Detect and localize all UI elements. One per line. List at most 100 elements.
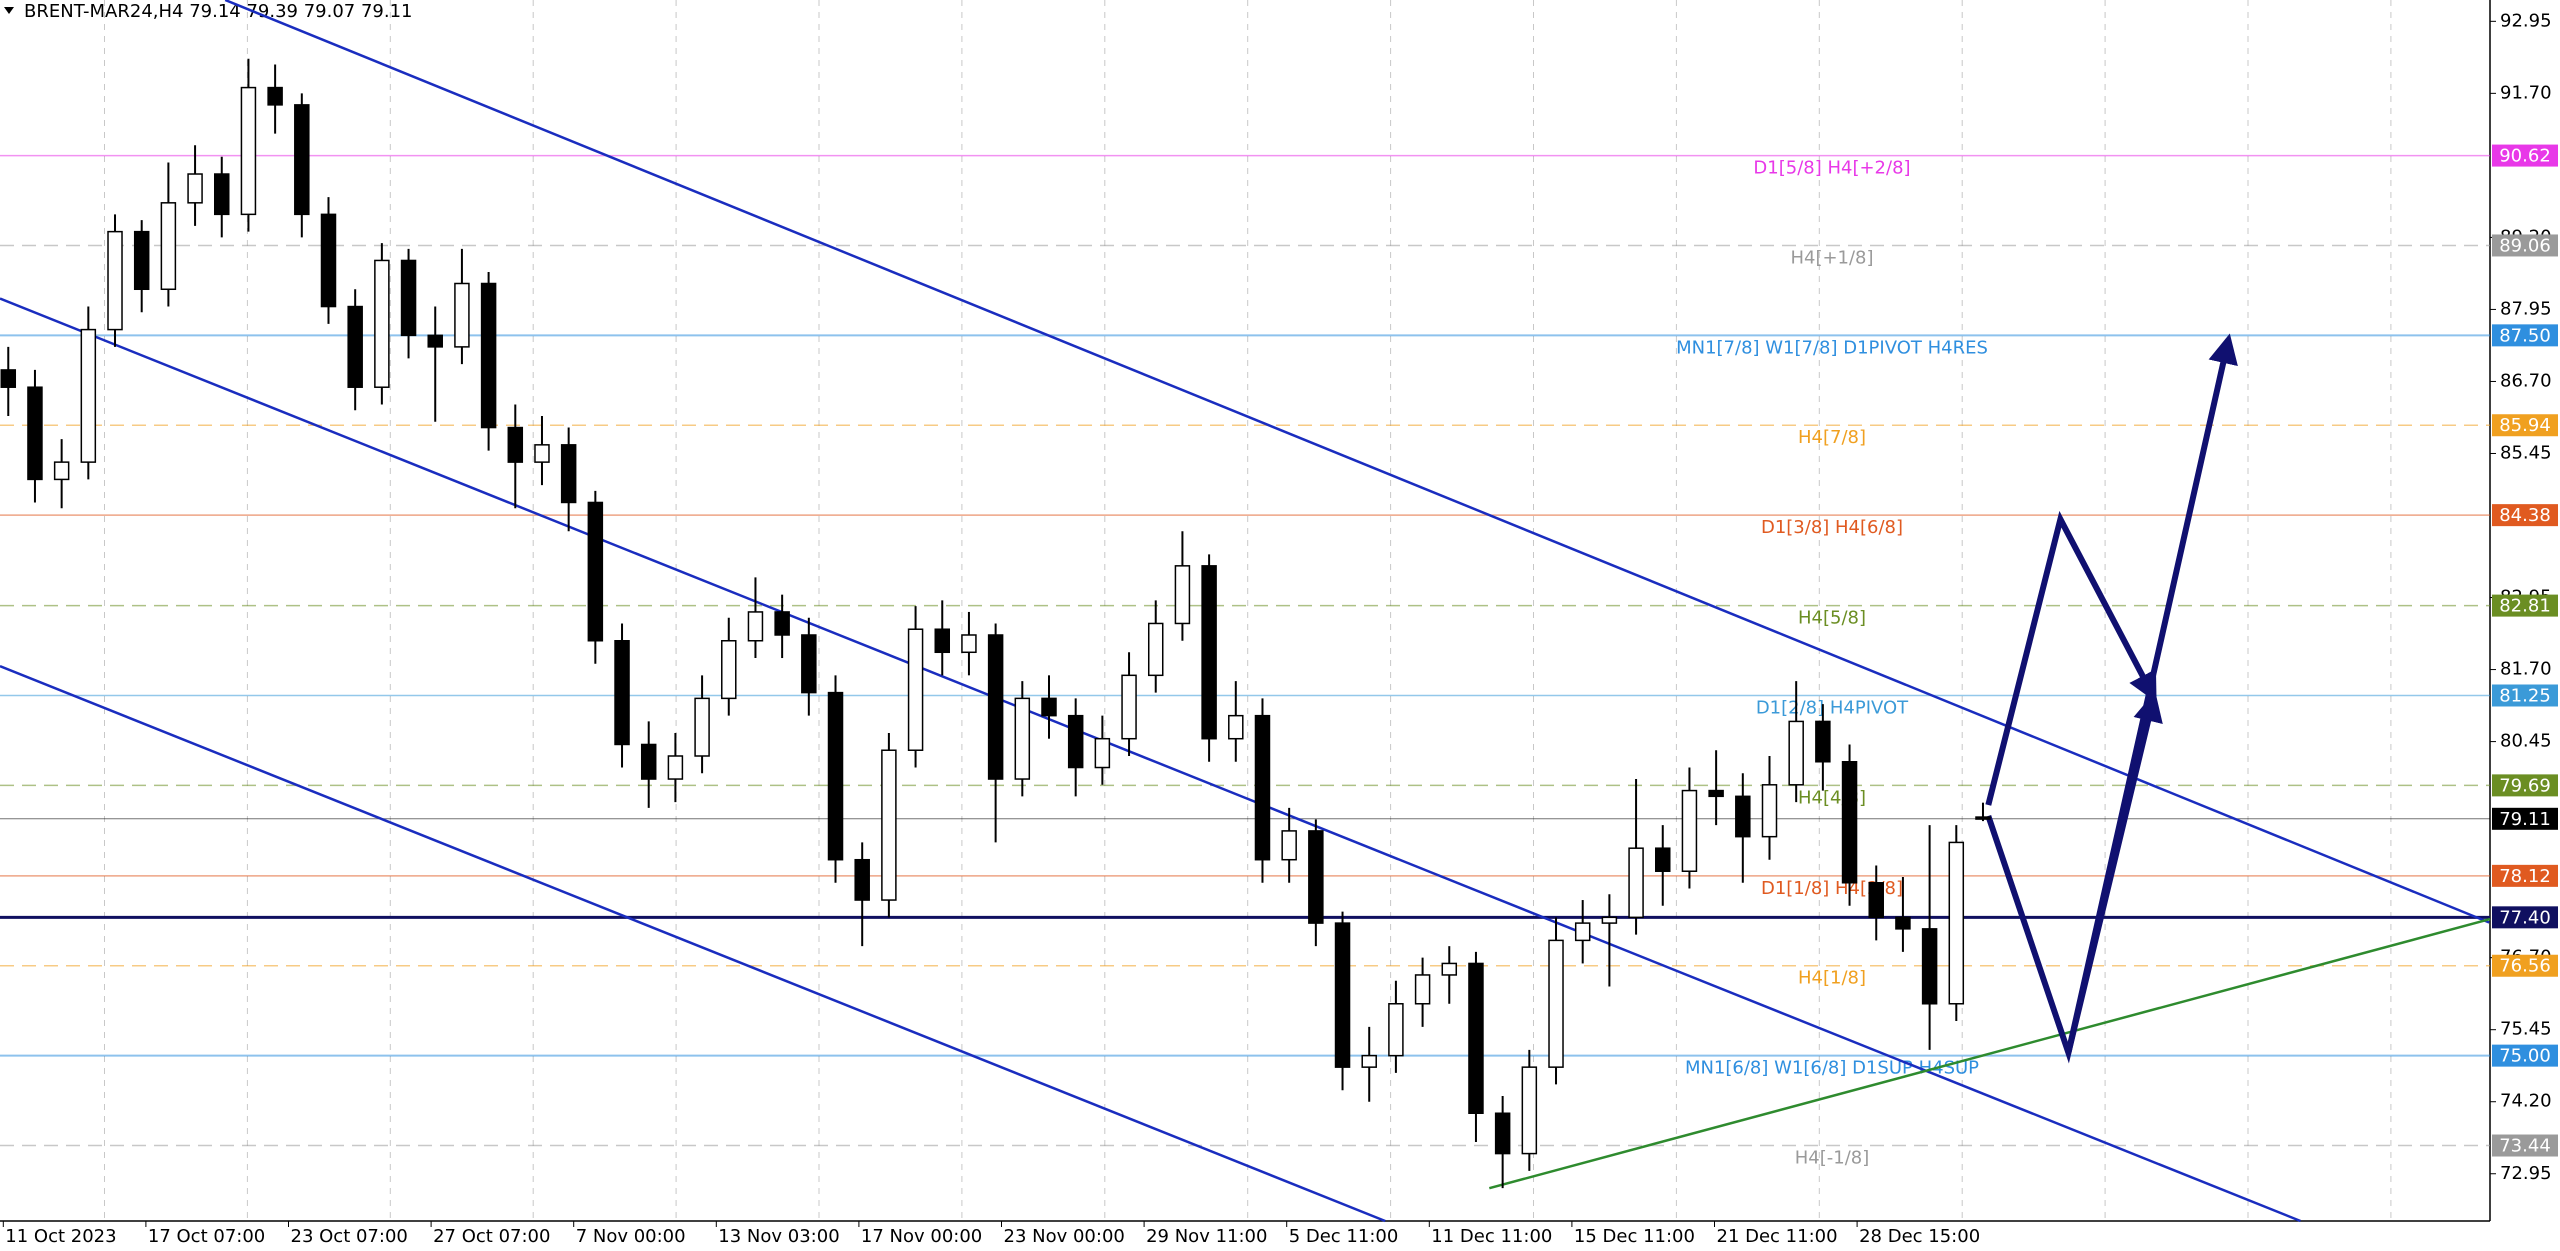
candle-body	[107, 230, 123, 331]
candle-body	[1174, 565, 1191, 625]
level-price-box	[2492, 414, 2558, 437]
candle-body	[1067, 714, 1084, 769]
y-tick-label: 85.45	[2500, 442, 2552, 463]
level-price-box	[2492, 324, 2558, 347]
candle-body	[1868, 882, 1884, 919]
candle-body	[854, 858, 870, 901]
level-name: MN1[7/8] W1[7/8] D1PIVOT H4RES	[1676, 337, 1988, 358]
level-price-label: 84.38	[2499, 505, 2551, 526]
chart-title: BRENT-MAR24,H4 79.14 79.39 79.07 79.11	[24, 1, 413, 22]
candle-body	[747, 611, 764, 642]
candle-body	[267, 86, 283, 106]
level-name: H4[-1/8]	[1795, 1148, 1870, 1169]
candle-body	[1254, 714, 1271, 861]
candle-body	[907, 628, 924, 751]
candle-body	[1468, 962, 1484, 1114]
candle-body	[320, 213, 337, 308]
candle-body	[987, 634, 1004, 780]
level-price-label: 76.56	[2499, 956, 2551, 977]
candle-body	[1548, 939, 1564, 1068]
candle-body	[1761, 784, 1778, 838]
candle-body	[1975, 816, 1991, 820]
trend-line	[224, 0, 2490, 924]
level-price-box	[2492, 1044, 2558, 1067]
candle-body	[1815, 720, 1831, 763]
x-tick-label: 13 Nov 03:00	[718, 1226, 839, 1247]
level-price-label: 82.81	[2499, 596, 2551, 617]
candle-body	[614, 640, 630, 746]
x-tick-label: 15 Dec 11:00	[1574, 1226, 1695, 1247]
candle-body	[1895, 916, 1911, 930]
x-tick-label: 29 Nov 11:00	[1146, 1226, 1267, 1247]
candle-body	[1788, 720, 1804, 786]
candle-body	[1841, 761, 1858, 884]
candle-body	[667, 755, 684, 780]
candle-body	[1147, 622, 1164, 677]
trend-line	[1488, 917, 2491, 1190]
candle-body	[1494, 1112, 1511, 1155]
candle-body	[801, 634, 817, 694]
candle-body	[640, 743, 657, 780]
forecast-arrow	[2065, 333, 2238, 1054]
candle-body	[1681, 789, 1698, 872]
candle-body	[27, 386, 43, 481]
level-price-label: 73.44	[2499, 1136, 2551, 1157]
level-name: H4[7/8]	[1798, 427, 1866, 448]
level-price-box	[2492, 864, 2558, 887]
candle-body	[133, 230, 150, 291]
candle-body	[1308, 830, 1324, 924]
level-name: D1[3/8] H4[6/8]	[1761, 517, 1903, 538]
level-name: H4[1/8]	[1798, 968, 1866, 989]
x-tick-label: 5 Dec 11:00	[1289, 1226, 1399, 1247]
x-tick-label: 28 Dec 15:00	[1859, 1226, 1980, 1247]
level-price-label: 78.12	[2499, 866, 2551, 887]
candle-body	[0, 369, 17, 388]
candle-body	[240, 86, 257, 216]
x-tick-label: 17 Nov 00:00	[861, 1226, 982, 1247]
y-tick-label: 72.95	[2500, 1163, 2552, 1184]
candle-body	[214, 173, 230, 216]
x-tick-label: 7 Nov 00:00	[576, 1226, 686, 1247]
level-price-box	[2492, 594, 2558, 617]
level-name: H4[+1/8]	[1790, 247, 1873, 268]
candle-body	[1655, 847, 1671, 872]
candle-body	[694, 697, 710, 757]
candle-body	[1521, 1066, 1538, 1155]
candle-body	[1708, 789, 1724, 798]
level-price-label: 85.94	[2499, 415, 2551, 436]
level-price-label: 89.06	[2499, 235, 2551, 256]
candle-body	[187, 173, 203, 204]
level-price-label: 87.50	[2499, 325, 2551, 346]
candle-body	[454, 282, 470, 348]
candle-body	[1014, 697, 1031, 780]
level-price-box	[2492, 906, 2558, 929]
candle-body	[1228, 714, 1244, 740]
candle-body	[400, 259, 417, 337]
candle-body	[1735, 795, 1751, 838]
trend-line	[0, 664, 1386, 1223]
collapse-triangle	[4, 7, 14, 14]
level-price-label: 79.69	[2499, 775, 2551, 796]
candle-body	[53, 461, 70, 481]
level-name: H4[5/8]	[1798, 608, 1866, 629]
level-price-box	[2492, 684, 2558, 707]
x-tick-label: 23 Oct 07:00	[291, 1226, 408, 1247]
candle-body	[721, 640, 737, 700]
candle-body	[1628, 847, 1644, 919]
level-name: D1[1/8] H4[2/8]	[1761, 878, 1903, 899]
candle-body	[534, 444, 550, 463]
level-price-label: 75.00	[2499, 1046, 2551, 1067]
y-tick-label: 91.70	[2500, 82, 2552, 103]
x-tick-label: 11 Dec 11:00	[1431, 1226, 1552, 1247]
candle-body	[1574, 922, 1591, 942]
level-price-box	[2492, 807, 2558, 830]
forecast-arrow	[1985, 510, 2157, 806]
candle-body	[1441, 962, 1458, 976]
level-price-label: 77.40	[2499, 907, 2551, 928]
candle-body	[1121, 674, 1137, 740]
y-tick-label: 75.45	[2500, 1019, 2552, 1040]
y-tick-label: 87.95	[2500, 298, 2552, 319]
